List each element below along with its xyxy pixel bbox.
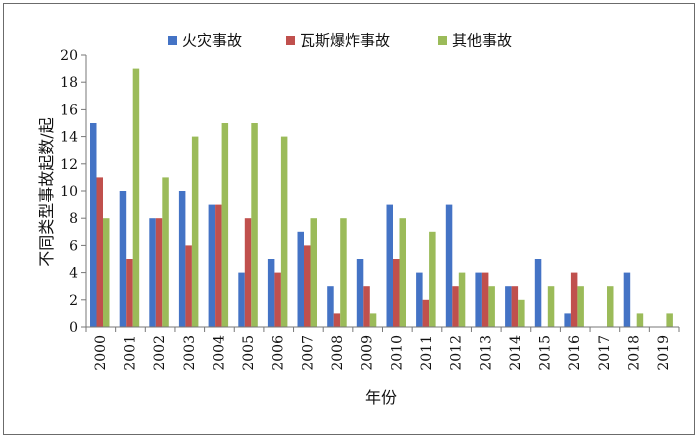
bar-火灾事故-2011 [416,272,423,327]
axes: 0 2 4 6 8 10 12 14 16 18 20 2000 2001 2002 2003 2004 200… [60,48,680,371]
bar-其他事故-2003 [191,136,199,327]
bar-其他事故-2005 [251,123,258,327]
bar-火灾事故-2003 [178,191,186,327]
bar-火灾事故-2007 [297,231,304,327]
bar-其他事故-2017 [607,286,614,327]
bar-火灾事故-2013 [475,272,482,327]
bar-其他事故-2018 [636,313,644,327]
x-tick-label: 2004 [211,335,227,371]
x-tick-label: 2016 [567,335,583,371]
bar-其他事故-2014 [518,299,525,327]
y-tick-label: 20 [60,48,78,64]
x-tick-label: 2017 [597,335,613,371]
bar-瓦斯爆炸事故-2001 [126,259,133,327]
chart-frame [3,3,695,435]
x-tick-label: 2018 [627,335,643,371]
x-tick-label: 2003 [182,335,198,371]
bar-其他事故-2019 [666,313,673,327]
bar-其他事故-2002 [162,177,169,327]
bar-瓦斯爆炸事故-2014 [511,286,519,327]
bar-火灾事故-2002 [149,218,156,327]
x-axis-title: 年份 [365,388,397,407]
y-tick-label: 12 [60,157,78,173]
legend: 火灾事故 瓦斯爆炸事故 其他事故 [168,32,512,50]
bar-火灾事故-2018 [623,272,631,327]
bar-其他事故-2001 [132,68,140,327]
bar-火灾事故-2004 [208,204,216,327]
bar-瓦斯爆炸事故-2016 [570,272,578,327]
bar-瓦斯爆炸事故-2007 [304,245,311,327]
bar-瓦斯爆炸事故-2004 [215,204,222,327]
bar-火灾事故-2015 [534,259,542,327]
y-tick-label: 18 [60,75,78,91]
bar-火灾事故-2012 [445,204,453,327]
bar-其他事故-2007 [310,218,317,327]
y-tick-label: 0 [69,320,78,336]
y-tick-label: 6 [69,238,78,254]
bar-瓦斯爆炸事故-2000 [96,177,103,327]
x-tick-label: 2010 [389,335,405,371]
x-tick-label: 2008 [330,335,346,371]
bar-瓦斯爆炸事故-2002 [155,218,163,327]
bar-瓦斯爆炸事故-2012 [452,286,459,327]
bar-火灾事故-2005 [238,272,245,327]
y-axis-title: 不同类型事故起数/起 [37,117,56,266]
legend-swatch [168,36,177,45]
bar-瓦斯爆炸事故-2006 [274,272,281,327]
bar-火灾事故-2009 [356,259,364,327]
bar-其他事故-2004 [221,123,229,327]
bar-瓦斯爆炸事故-2013 [481,272,489,327]
bar-其他事故-2015 [547,286,555,327]
bar-火灾事故-2008 [327,286,334,327]
bar-火灾事故-2006 [267,259,275,327]
x-tick-label: 2011 [419,335,435,371]
bar-其他事故-2009 [369,313,377,327]
bar-瓦斯爆炸事故-2010 [393,259,400,327]
x-tick-label: 2006 [271,335,287,371]
bar-瓦斯爆炸事故-2009 [363,286,370,327]
legend-swatch [438,36,447,45]
bar-其他事故-2016 [577,286,584,327]
bar-其他事故-2010 [399,218,406,327]
bar-火灾事故-2016 [564,313,571,327]
bar-火灾事故-2000 [90,123,97,327]
bars [90,68,673,327]
bar-其他事故-2000 [103,218,110,327]
bar-其他事故-2006 [280,136,288,327]
bar-瓦斯爆炸事故-2005 [244,218,252,327]
y-tick-label: 8 [69,211,78,227]
x-tick-label: 2014 [508,335,524,371]
y-tick-label: 16 [60,102,78,118]
y-tick-label: 4 [69,266,78,282]
y-tick-label: 10 [60,184,78,200]
x-tick-label: 2000 [93,335,109,371]
y-tick-label: 2 [69,293,78,309]
y-tick-label: 14 [60,130,78,146]
x-tick-label: 2002 [152,335,168,371]
bar-瓦斯爆炸事故-2003 [185,245,192,327]
legend-label: 瓦斯爆炸事故 [300,32,390,50]
bar-其他事故-2008 [340,218,347,327]
x-tick-label: 2005 [241,335,257,371]
bar-瓦斯爆炸事故-2011 [422,299,430,327]
bar-火灾事故-2014 [505,286,512,327]
bar-其他事故-2012 [458,272,466,327]
bar-火灾事故-2010 [386,204,393,327]
legend-label: 其他事故 [452,32,512,50]
x-tick-label: 2012 [449,335,465,371]
x-tick-label: 2001 [122,335,138,371]
x-tick-label: 2015 [538,335,554,371]
bar-火灾事故-2001 [119,191,127,327]
bar-其他事故-2013 [488,286,495,327]
x-tick-label: 2019 [656,335,672,371]
bar-其他事故-2011 [429,231,436,327]
bar-瓦斯爆炸事故-2008 [333,313,341,327]
x-tick-label: 2007 [300,335,316,371]
x-tick-label: 2013 [478,335,494,371]
x-tick-label: 2009 [360,335,376,371]
legend-label: 火灾事故 [182,32,242,50]
legend-swatch [286,36,295,45]
